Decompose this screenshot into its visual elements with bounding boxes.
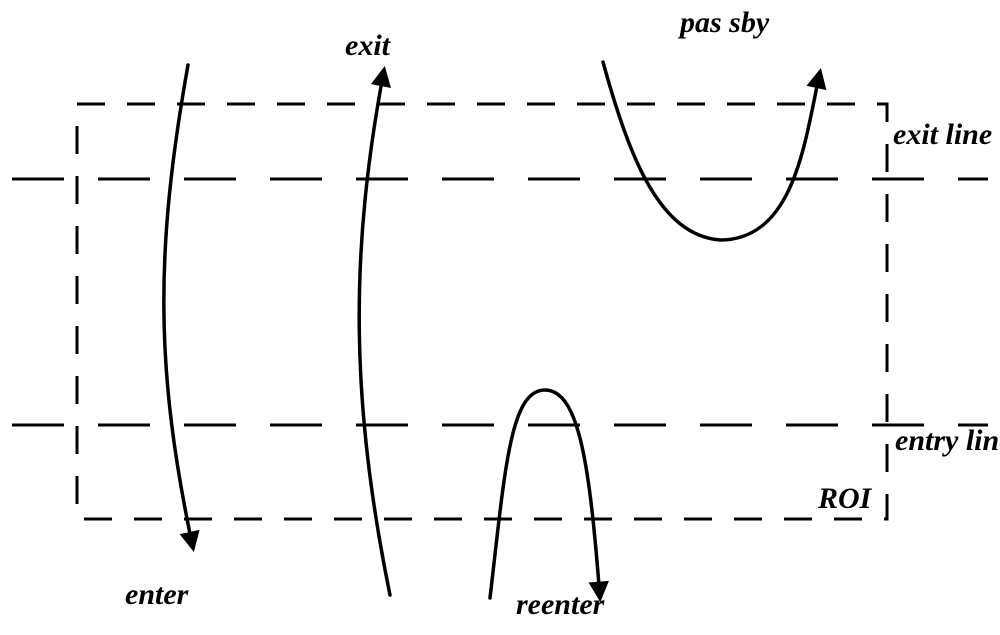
exit-label: exit	[345, 29, 392, 62]
exit-trajectory	[359, 70, 390, 595]
passby-label: pas sby	[677, 6, 770, 39]
reenter-trajectory	[490, 390, 600, 598]
roi-label: ROI	[817, 482, 873, 515]
passby-trajectory	[603, 62, 820, 240]
roi-rect	[77, 104, 887, 519]
reenter-label: reenter	[516, 588, 605, 621]
exit-line-label: exit line	[893, 118, 992, 151]
entry-line-label: entry line	[895, 424, 1000, 457]
enter-label: enter	[125, 578, 189, 611]
enter-trajectory	[164, 65, 193, 548]
